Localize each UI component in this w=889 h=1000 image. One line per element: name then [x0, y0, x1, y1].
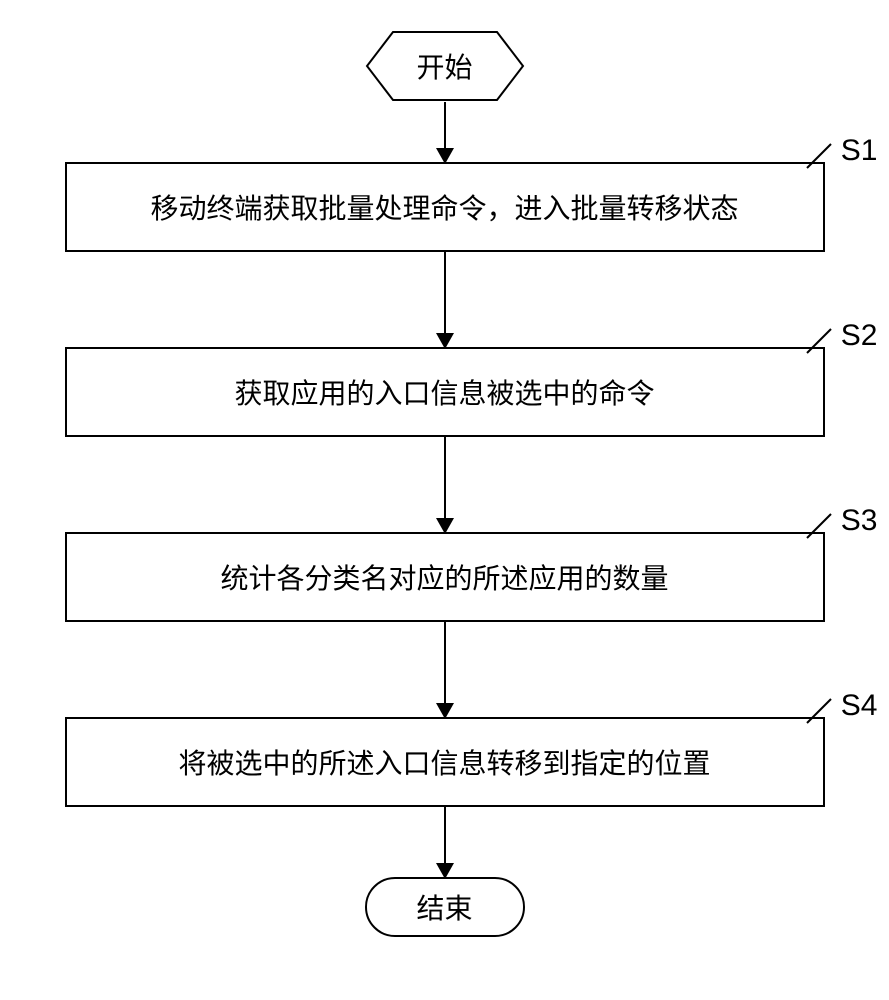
end-label: 结束 — [416, 887, 472, 927]
curve-s3 — [805, 512, 833, 540]
step-text-s3: 统计各分类名对应的所述应用的数量 — [220, 557, 668, 597]
arrow-s3-s4 — [444, 622, 446, 717]
process-step-s4: S4 将被选中的所述入口信息转移到指定的位置 — [65, 717, 825, 807]
arrow-start-s1 — [444, 102, 446, 162]
process-step-s3: S3 统计各分类名对应的所述应用的数量 — [65, 532, 825, 622]
flowchart-container: 开始 S1 移动终端获取批量处理命令，进入批量转移状态 S2 获取应用的入口信息… — [65, 30, 825, 937]
process-step-s2: S2 获取应用的入口信息被选中的命令 — [65, 347, 825, 437]
step-label-s4: S4 — [841, 689, 878, 723]
step-text-s1: 移动终端获取批量处理命令，进入批量转移状态 — [150, 187, 738, 227]
step-text-s4: 将被选中的所述入口信息转移到指定的位置 — [178, 742, 710, 782]
curve-s2 — [805, 327, 833, 355]
step-text-s2: 获取应用的入口信息被选中的命令 — [234, 372, 654, 412]
arrow-s4-end — [444, 807, 446, 877]
arrow-s1-s2 — [444, 252, 446, 347]
arrow-s2-s3 — [444, 437, 446, 532]
curve-s4 — [805, 697, 833, 725]
step-label-s2: S2 — [841, 319, 878, 353]
step-label-s3: S3 — [841, 504, 878, 538]
start-label: 开始 — [365, 30, 525, 102]
step-label-s1: S1 — [841, 134, 878, 168]
end-terminator: 结束 — [365, 877, 525, 937]
curve-s1 — [805, 142, 833, 170]
start-terminator: 开始 — [365, 30, 525, 102]
process-step-s1: S1 移动终端获取批量处理命令，进入批量转移状态 — [65, 162, 825, 252]
